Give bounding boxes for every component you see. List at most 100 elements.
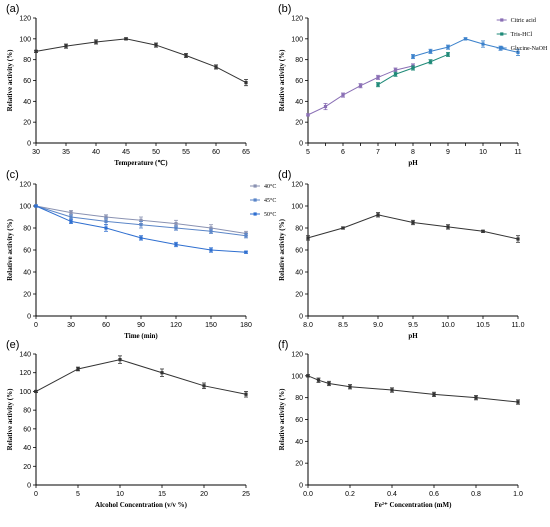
y-tick-label: 20: [295, 120, 303, 127]
data-point: [516, 50, 520, 54]
data-point: [390, 388, 394, 392]
legend-entry: 50°C: [264, 211, 276, 218]
data-point: [154, 43, 158, 47]
x-tick-label: 8.5: [338, 322, 348, 329]
y-tick-label: 0: [299, 314, 303, 321]
legend-swatch-marker: [500, 18, 504, 22]
data-point: [376, 213, 380, 217]
x-tick-label: 9: [446, 149, 450, 156]
data-point: [202, 384, 206, 388]
x-tick-label: 40: [92, 149, 100, 156]
series-line: [35, 359, 247, 395]
y-tick-label: 20: [23, 464, 31, 471]
y-axis-title: Relative activity (%): [6, 49, 14, 111]
y-tick-label: 40: [23, 270, 31, 277]
data-point: [428, 49, 433, 53]
y-tick-label: 20: [23, 120, 31, 127]
data-point: [474, 396, 478, 400]
data-point: [481, 42, 485, 46]
data-point: [209, 226, 213, 230]
y-tick-label: 120: [19, 182, 31, 189]
x-axis-title: Fe²⁺ Concentration (mM): [375, 501, 453, 509]
legend-swatch-marker: [500, 46, 504, 50]
data-point: [393, 68, 398, 72]
data-point: [446, 45, 450, 49]
y-tick-label: 0: [27, 141, 31, 148]
legend-entry: 40°C: [264, 183, 276, 190]
data-point: [323, 104, 328, 109]
x-tick-label: 150: [205, 322, 217, 329]
data-point: [34, 204, 38, 208]
x-tick-label: 30: [32, 149, 40, 156]
x-tick-label: 60: [102, 322, 110, 329]
legend-swatch-marker: [500, 32, 504, 36]
y-tick-label: 120: [291, 16, 303, 23]
x-tick-label: 7: [376, 149, 380, 156]
y-tick-label: 0: [27, 483, 31, 490]
chart-panel-4: (d) 0 20 40 60 80 100 120 8.0 8.5 9.0 9.5 10.0 10.5 11…: [278, 169, 525, 340]
panel-label: (a): [6, 3, 19, 15]
y-tick-label: 40: [23, 445, 31, 452]
panel-label: (e): [6, 339, 19, 351]
y-tick-label: 100: [19, 204, 31, 211]
data-point: [341, 226, 345, 230]
chart-panel-3: (c) 0 20 40 60 80 100 120 0 30 60 90 120 150 180 Time (…: [6, 169, 276, 340]
x-tick-label: 0: [34, 322, 38, 329]
x-tick-label: 0.8: [471, 491, 481, 498]
y-tick-label: 80: [23, 408, 31, 415]
x-axis-title: pH: [408, 332, 418, 340]
y-tick-label: 40: [295, 270, 303, 277]
x-tick-label: 50: [152, 149, 160, 156]
y-tick-label: 20: [295, 461, 303, 468]
data-point: [376, 83, 380, 87]
x-tick-label: 1.0: [513, 491, 523, 498]
x-tick-label: 8.0: [303, 322, 313, 329]
y-tick-label: 0: [299, 483, 303, 490]
legend-swatch-marker: [253, 184, 257, 188]
x-tick-label: 25: [242, 491, 250, 498]
data-point: [244, 250, 248, 254]
data-point: [306, 374, 310, 378]
legend-entry: Tris-HCl: [511, 32, 533, 38]
data-point: [244, 234, 248, 238]
x-tick-label: 10.0: [441, 322, 455, 329]
legend: 40°C 45°C 50°C: [250, 183, 276, 218]
series-line: [35, 38, 247, 84]
data-point: [463, 37, 468, 41]
y-tick-label: 0: [27, 314, 31, 321]
x-tick-label: 15: [158, 491, 166, 498]
data-point: [174, 226, 178, 230]
y-tick-label: 80: [295, 226, 303, 233]
data-point: [358, 84, 363, 88]
data-point: [428, 60, 433, 64]
y-tick-label: 0: [299, 141, 303, 148]
y-axis-title: Relative activity (%): [278, 218, 286, 280]
data-point: [76, 367, 80, 371]
x-tick-label: 180: [240, 322, 252, 329]
y-tick-label: 80: [23, 57, 31, 64]
x-tick-label: 35: [62, 149, 70, 156]
y-tick-label: 20: [295, 292, 303, 299]
y-tick-label: 120: [19, 16, 31, 23]
y-tick-label: 120: [291, 182, 303, 189]
y-tick-label: 120: [19, 370, 31, 377]
data-point: [348, 385, 352, 389]
y-tick-label: 140: [19, 352, 31, 359]
data-point: [104, 215, 108, 219]
x-tick-label: 5: [76, 491, 80, 498]
y-axis-title: Relative activity (%): [278, 49, 286, 111]
x-tick-label: 45: [122, 149, 130, 156]
data-point: [139, 223, 143, 227]
series-line: [307, 214, 519, 240]
data-point: [209, 229, 213, 233]
y-axis-title: Relative activity (%): [278, 388, 286, 450]
y-tick-label: 40: [295, 439, 303, 446]
x-tick-label: 11.0: [511, 322, 524, 329]
series-1: [34, 37, 248, 87]
data-point: [174, 242, 178, 247]
legend-swatch-marker: [253, 212, 257, 216]
y-tick-label: 60: [23, 248, 31, 255]
x-tick-label: 65: [242, 149, 250, 156]
series-2: [376, 51, 450, 88]
x-tick-label: 0.4: [387, 491, 397, 498]
